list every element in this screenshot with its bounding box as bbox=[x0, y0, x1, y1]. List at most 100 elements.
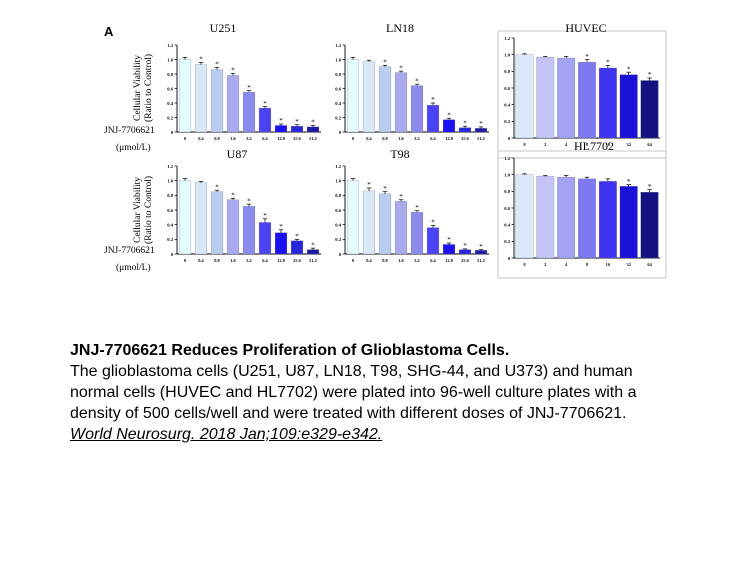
y-tick-label: 0 bbox=[171, 130, 174, 135]
significance-mark: * bbox=[215, 61, 219, 69]
bar bbox=[515, 54, 534, 139]
bar bbox=[410, 212, 424, 255]
bar bbox=[242, 206, 256, 255]
y-tick-label: 0 bbox=[508, 136, 511, 141]
panel-frame bbox=[497, 150, 667, 279]
bar bbox=[290, 240, 304, 255]
bar bbox=[598, 181, 617, 259]
x-tick-label: 6.4 bbox=[430, 258, 436, 263]
y-tick-label: 0.2 bbox=[504, 119, 510, 124]
significance-mark: * bbox=[295, 233, 299, 241]
significance-mark: * bbox=[247, 197, 251, 205]
figure: U251 0 0.2 0.4 0.6 0.8 1.0 1.2 0 * 0.4 * 0.8 * 1.6 * 3.2… bbox=[104, 21, 667, 279]
x-tick-label: 32 bbox=[627, 142, 631, 147]
bar bbox=[474, 250, 488, 255]
dose-unit-label: (μmol/L) bbox=[116, 142, 151, 153]
bar bbox=[378, 193, 392, 255]
chart-title: LN18 bbox=[386, 21, 414, 35]
bar bbox=[258, 222, 272, 255]
y-tick-label: 0.8 bbox=[335, 72, 341, 77]
y-tick-label: 0.6 bbox=[335, 86, 341, 91]
bar bbox=[640, 192, 659, 259]
caption-title: JNJ-7706621 Reduces Proliferation of Gli… bbox=[70, 342, 510, 359]
x-tick-label: 0.4 bbox=[366, 258, 372, 263]
significance-mark: * bbox=[311, 119, 315, 127]
x-tick-label: 12.8 bbox=[277, 136, 285, 141]
y-tick-label: 0 bbox=[171, 252, 174, 257]
bar bbox=[442, 119, 456, 133]
y-tick-label: 1.0 bbox=[504, 172, 510, 177]
bar bbox=[426, 105, 440, 133]
bar bbox=[306, 126, 320, 133]
significance-mark: * bbox=[279, 117, 283, 125]
y-tick-label: 0 bbox=[508, 256, 511, 261]
significance-mark: * bbox=[606, 59, 610, 67]
bar bbox=[274, 232, 288, 255]
y-tick-label: 0.2 bbox=[335, 237, 341, 242]
x-tick-label: 0 bbox=[523, 142, 526, 147]
bar bbox=[178, 180, 192, 255]
bar bbox=[410, 85, 424, 133]
x-tick-label: 1.6 bbox=[398, 258, 404, 263]
x-tick-label: 0 bbox=[352, 136, 355, 141]
y-tick-label: 0.6 bbox=[504, 206, 510, 211]
x-tick-label: 8 bbox=[586, 142, 589, 147]
caption-line: The glioblastoma cells (U251, U87, LN18,… bbox=[70, 363, 633, 380]
x-tick-label: 1.6 bbox=[230, 136, 236, 141]
y-axis-label-line: Cellular Viability bbox=[133, 177, 143, 243]
significance-mark: * bbox=[199, 56, 203, 64]
significance-mark: * bbox=[479, 243, 483, 251]
bar bbox=[362, 61, 376, 133]
significance-mark: * bbox=[585, 53, 589, 61]
significance-mark: * bbox=[463, 242, 467, 250]
bar bbox=[578, 178, 596, 259]
caption-line: normal cells (HUVEC and HL7702) were pla… bbox=[70, 384, 637, 401]
x-tick-label: 0 bbox=[184, 258, 187, 263]
significance-mark: * bbox=[447, 236, 451, 244]
x-tick-label: 6.4 bbox=[430, 136, 436, 141]
y-tick-label: 0.8 bbox=[167, 72, 173, 77]
x-tick-label: 12.8 bbox=[445, 258, 453, 263]
x-tick-label: 0.8 bbox=[214, 258, 220, 263]
bar bbox=[346, 180, 360, 255]
significance-mark: * bbox=[231, 66, 235, 74]
chart-title: U251 bbox=[210, 21, 237, 35]
chart-title: HUVEC bbox=[565, 21, 606, 35]
y-tick-label: 0.2 bbox=[167, 237, 173, 242]
caption-reference-link[interactable]: World Neurosurg. 2018 Jan;109:e329-e342. bbox=[70, 426, 383, 443]
bar bbox=[194, 182, 208, 255]
y-tick-label: 1.2 bbox=[335, 164, 341, 169]
significance-mark: * bbox=[648, 71, 652, 79]
x-tick-label: 25.6 bbox=[461, 136, 469, 141]
caption-line: density of 500 cells/well and were treat… bbox=[70, 405, 627, 422]
significance-mark: * bbox=[247, 84, 251, 92]
x-tick-label: 16 bbox=[606, 262, 611, 267]
x-tick-label: 51.2 bbox=[477, 136, 485, 141]
y-tick-label: 0.6 bbox=[504, 86, 510, 91]
bar bbox=[619, 74, 638, 139]
bar bbox=[598, 67, 617, 139]
y-tick-label: 1.2 bbox=[167, 164, 173, 169]
significance-mark: * bbox=[399, 64, 403, 72]
x-tick-label: 12.8 bbox=[277, 258, 285, 263]
x-tick-label: 12.8 bbox=[445, 136, 453, 141]
bar bbox=[394, 72, 408, 133]
significance-mark: * bbox=[367, 181, 371, 189]
bar bbox=[290, 126, 304, 133]
x-tick-label: 0.8 bbox=[214, 136, 220, 141]
y-tick-label: 0.4 bbox=[335, 222, 341, 227]
significance-mark: * bbox=[627, 178, 631, 186]
significance-mark: * bbox=[311, 241, 315, 249]
chart-title: U87 bbox=[227, 147, 248, 161]
x-tick-label: 0.4 bbox=[366, 136, 372, 141]
y-tick-label: 1.2 bbox=[504, 36, 510, 41]
significance-mark: * bbox=[263, 212, 267, 220]
bar bbox=[474, 128, 488, 133]
bar bbox=[536, 176, 555, 259]
significance-mark: * bbox=[399, 193, 403, 201]
chart-title: T98 bbox=[390, 147, 409, 161]
x-tick-label: 51.2 bbox=[309, 136, 317, 141]
significance-mark: * bbox=[231, 191, 235, 199]
x-tick-label: 0 bbox=[352, 258, 355, 263]
y-tick-label: 0.2 bbox=[167, 115, 173, 120]
